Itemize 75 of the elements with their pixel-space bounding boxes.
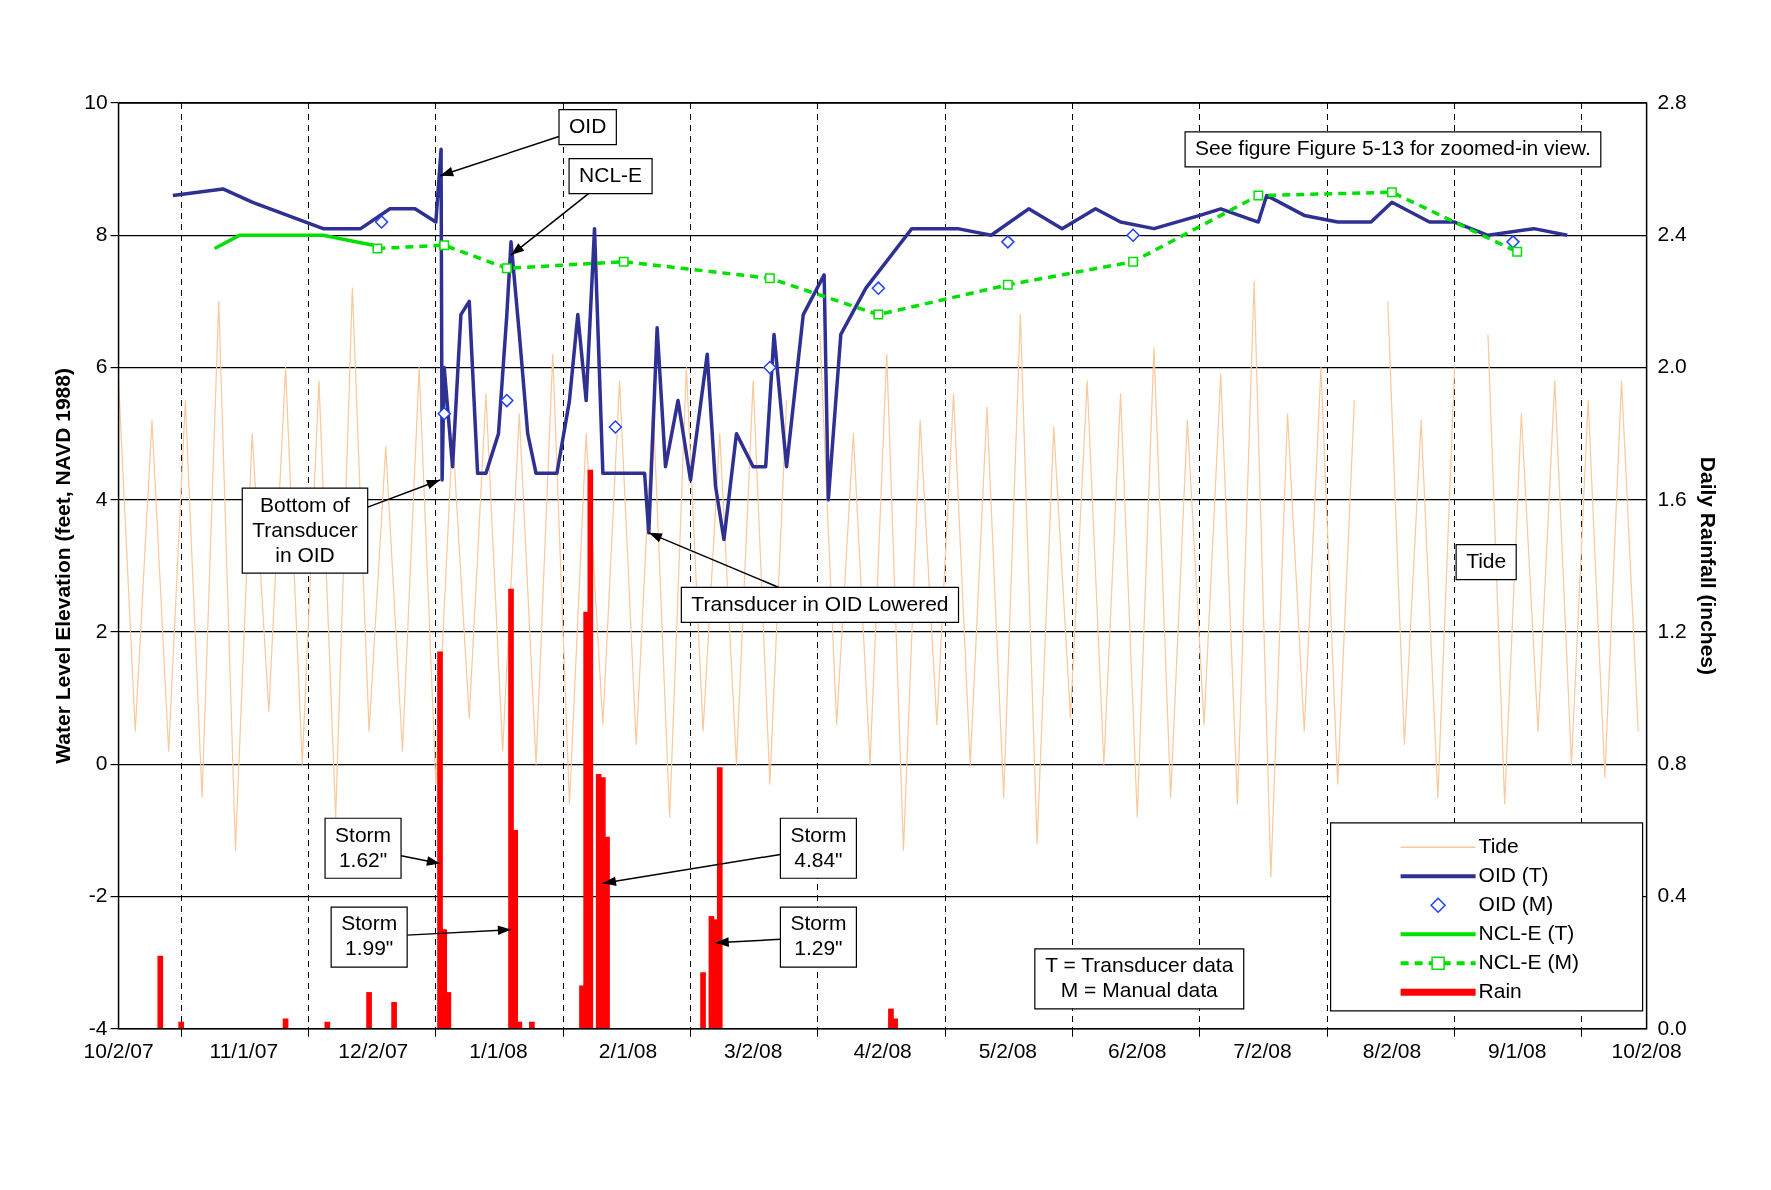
annotation: Transducer in OID Lowered [691, 591, 949, 615]
bar [700, 972, 706, 1029]
y2-tick-label: 0.8 [1657, 751, 1687, 775]
point [1512, 246, 1523, 257]
x-tick-label: 8/2/08 [1362, 1039, 1422, 1063]
point [374, 215, 389, 229]
x-tick-label: 2/1/08 [598, 1039, 658, 1063]
legend-label: NCL-E (M) [1478, 950, 1579, 974]
point [618, 256, 629, 267]
legend-label: Rain [1478, 979, 1522, 1003]
y2-tick-label: 1.2 [1657, 618, 1687, 642]
y2-tick-label: 2.8 [1657, 89, 1687, 113]
y-tick-label: 4 [95, 486, 108, 510]
point [1386, 187, 1397, 198]
point [1253, 190, 1264, 201]
point [764, 273, 775, 284]
x-tick-label: 10/2/07 [83, 1039, 154, 1063]
point [372, 243, 383, 254]
annotation: T = Transducer data M = Manual data [1045, 953, 1234, 1002]
point [500, 393, 514, 408]
annotation: Storm 1.99" [341, 911, 398, 960]
bar [324, 1021, 331, 1029]
y-tick-label: 10 [84, 89, 108, 113]
point [608, 420, 623, 434]
y2-tick-label: 1.6 [1657, 486, 1687, 510]
bar [157, 955, 164, 1029]
annotation: Storm 1.29" [790, 911, 847, 960]
point [1002, 279, 1013, 290]
legend-label: OID (M) [1478, 892, 1554, 916]
annotation: Storm 1.62" [335, 822, 392, 871]
point [873, 309, 884, 320]
x-tick-label: 11/1/07 [209, 1039, 279, 1063]
annotation: NCL-E [579, 162, 643, 186]
y2-axis-title: Daily Rainfall (inches) [1696, 456, 1720, 676]
y-tick-label: 8 [95, 222, 108, 246]
y-tick-label: 6 [95, 354, 108, 378]
legend-label: Tide [1478, 834, 1519, 858]
point [871, 281, 886, 295]
legend-label: NCL-E (T) [1478, 921, 1575, 945]
y-tick-label: 2 [95, 618, 108, 642]
y2-tick-label: 0.4 [1657, 883, 1688, 907]
annotation: Tide [1466, 548, 1507, 572]
point [437, 407, 451, 421]
x-tick-label: 10/2/08 [1611, 1039, 1682, 1063]
point [763, 360, 777, 375]
point [1126, 228, 1140, 243]
y-axis-title: Water Level Elevation (feet, NAVD 1988) [51, 368, 75, 764]
x-tick-label: 6/2/08 [1108, 1039, 1167, 1063]
y-tick-label: 0 [95, 751, 108, 775]
bar [391, 1002, 397, 1029]
point [1001, 235, 1015, 249]
x-tick-label: 1/1/08 [469, 1039, 528, 1063]
bar [178, 1021, 185, 1029]
annotation: Bottom of Transducer in OID [252, 492, 358, 566]
point [439, 240, 450, 251]
x-tick-label: 5/2/08 [978, 1039, 1038, 1063]
annotation: Storm 4.84" [790, 822, 847, 871]
y2-tick-label: 0.0 [1657, 1015, 1687, 1039]
legend-label: OID (T) [1478, 863, 1549, 887]
x-tick-label: 3/2/08 [723, 1039, 783, 1063]
y-tick-label: -2 [88, 883, 108, 907]
annotation: OID [569, 113, 607, 137]
y2-tick-label: 2.4 [1657, 222, 1688, 246]
x-tick-label: 9/1/08 [1487, 1039, 1547, 1063]
x-tick-label: 7/2/08 [1233, 1039, 1292, 1063]
x-tick-label: 12/2/07 [338, 1039, 409, 1063]
point [501, 263, 512, 274]
y2-tick-label: 2.0 [1657, 354, 1687, 378]
point [1128, 256, 1139, 267]
bar [529, 1021, 535, 1029]
y-tick-label: -4 [88, 1015, 108, 1039]
bar [366, 992, 372, 1029]
point [1506, 235, 1520, 249]
x-tick-label: 4/2/08 [853, 1039, 912, 1063]
annotation: See figure Figure 5-13 for zoomed-in view. [1195, 136, 1591, 160]
